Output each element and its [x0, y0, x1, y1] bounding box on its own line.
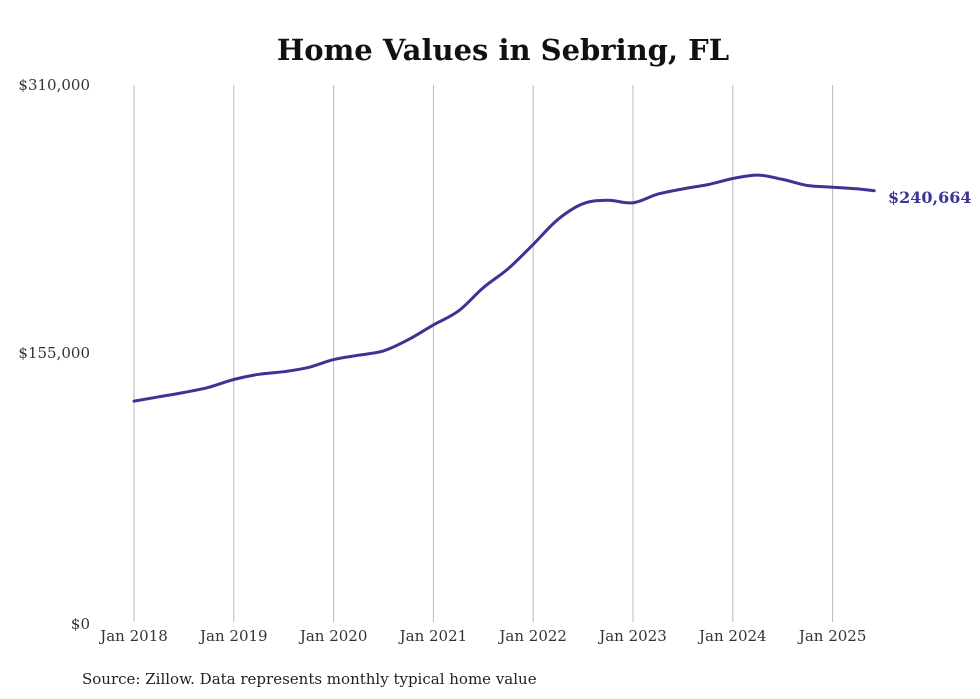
x-tick-label: Jan 2019 — [198, 627, 268, 645]
x-tick-label: Jan 2021 — [398, 627, 468, 645]
x-tick-label: Jan 2025 — [797, 627, 867, 645]
y-tick-label: $310,000 — [18, 76, 90, 94]
x-axis: Jan 2018 Jan 2019 Jan 2020 Jan 2021 Jan 2022… — [98, 627, 866, 645]
home-value-line — [132, 173, 876, 403]
x-tick-label: Jan 2020 — [298, 627, 368, 645]
chart-title: Home Values in Sebring, FL — [277, 33, 729, 67]
x-tick-label: Jan 2018 — [98, 627, 168, 645]
source-note: Source: Zillow. Data represents monthly … — [82, 670, 537, 688]
y-tick-label: $0 — [71, 615, 90, 633]
x-tick-label: Jan 2024 — [697, 627, 767, 645]
x-gridlines — [133, 85, 834, 622]
x-tick-label: Jan 2022 — [497, 627, 567, 645]
end-value-label: $240,664 — [888, 188, 972, 207]
x-tick-label: Jan 2023 — [597, 627, 667, 645]
y-axis: $310,000 $155,000 $0 — [18, 76, 90, 633]
y-tick-label: $155,000 — [18, 344, 90, 362]
